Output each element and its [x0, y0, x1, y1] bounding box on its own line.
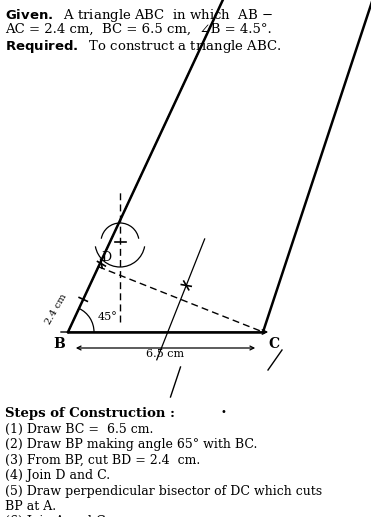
- Text: C: C: [268, 337, 279, 351]
- Text: (3) From BP, cut BD = 2.4  cm.: (3) From BP, cut BD = 2.4 cm.: [5, 453, 200, 466]
- Text: •: •: [220, 407, 226, 417]
- Text: (4) Join D and C.: (4) Join D and C.: [5, 469, 110, 482]
- Text: $\mathbf{Required.}$  To construct a triangle ABC.: $\mathbf{Required.}$ To construct a tria…: [5, 38, 281, 55]
- Text: B: B: [53, 337, 65, 351]
- Text: 6.5 cm: 6.5 cm: [147, 349, 184, 359]
- Text: Steps of Construction :: Steps of Construction :: [5, 407, 175, 420]
- Text: BP at A.: BP at A.: [5, 500, 56, 513]
- Text: $\mathbf{Given.}$  A triangle ABC  in which  AB −: $\mathbf{Given.}$ A triangle ABC in whic…: [5, 7, 273, 24]
- Text: (6) Join A and C.: (6) Join A and C.: [5, 515, 109, 517]
- Text: 2.4 cm: 2.4 cm: [44, 292, 69, 326]
- Text: D: D: [101, 251, 112, 264]
- Text: 45°: 45°: [98, 312, 118, 322]
- Text: (2) Draw BP making angle 65° with BC.: (2) Draw BP making angle 65° with BC.: [5, 438, 257, 451]
- Text: (1) Draw BC =  6.5 cm.: (1) Draw BC = 6.5 cm.: [5, 422, 153, 435]
- Text: (5) Draw perpendicular bisector of DC which cuts: (5) Draw perpendicular bisector of DC wh…: [5, 484, 322, 497]
- Text: AC = 2.4 cm,  BC = 6.5 cm,  ∠B = 4.5°.: AC = 2.4 cm, BC = 6.5 cm, ∠B = 4.5°.: [5, 23, 272, 36]
